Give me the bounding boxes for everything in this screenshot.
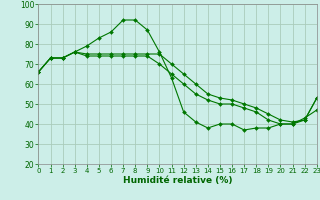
X-axis label: Humidité relative (%): Humidité relative (%) xyxy=(123,176,232,185)
